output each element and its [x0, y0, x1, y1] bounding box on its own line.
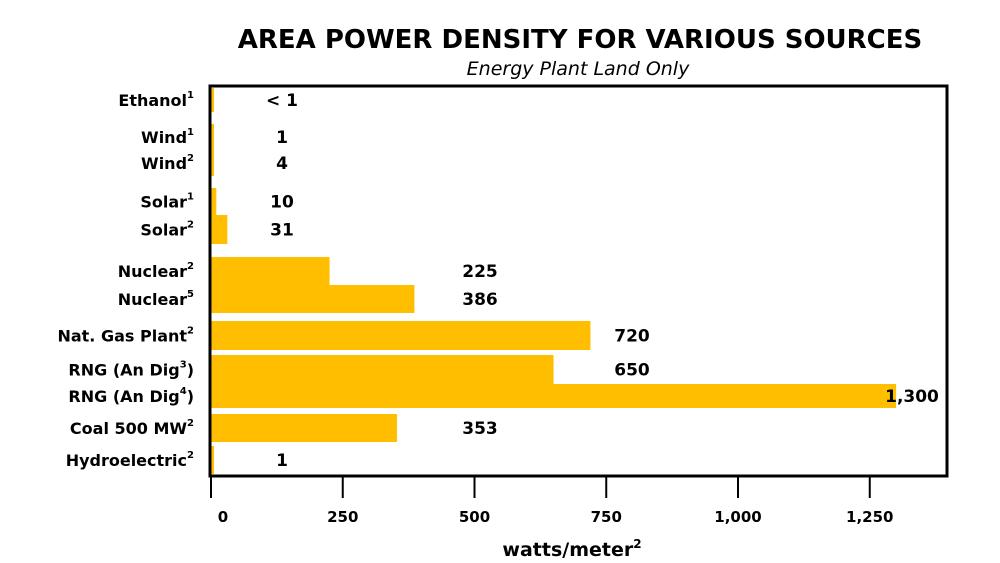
category-labels: Ethanol1 Wind1 Wind2 Solar1 Solar2 Nuclear2 Nu…	[57, 90, 194, 470]
category-label: Nuclear5	[118, 289, 194, 309]
category-label: Coal 500 MW2	[70, 418, 194, 438]
category-label: RNG (An Dig3)	[68, 360, 194, 380]
bar	[211, 88, 214, 112]
category-label: RNG (An Dig4)	[68, 386, 194, 406]
x-tick-label: 1,250	[846, 508, 893, 526]
category-label: Solar1	[140, 192, 194, 212]
bar	[211, 150, 214, 176]
x-tick-label: 1,000	[714, 508, 761, 526]
category-label: Wind1	[141, 127, 194, 147]
category-label: Hydroelectric2	[66, 450, 194, 470]
category-label: Nuclear2	[118, 261, 194, 281]
value-label: < 1	[266, 91, 298, 111]
x-axis-title: watts/meter2	[502, 537, 641, 561]
chart-subtitle: Energy Plant Land Only	[467, 58, 690, 80]
value-label: 1	[276, 128, 288, 148]
x-tick-label: 500	[459, 508, 490, 526]
value-label: 1,300	[885, 387, 939, 407]
value-label: 10	[270, 193, 294, 213]
chart-title: AREA POWER DENSITY FOR VARIOUS SOURCES	[238, 25, 923, 55]
value-label: 1	[276, 451, 288, 471]
x-tick-label: 0	[218, 508, 228, 526]
value-label: 31	[270, 221, 294, 241]
bar	[211, 124, 214, 150]
bar	[211, 257, 330, 285]
category-label: Nat. Gas Plant2	[57, 326, 194, 346]
bar	[211, 355, 554, 384]
category-label: Ethanol1	[118, 90, 194, 110]
x-axis: 0 250 500 750 1,000 1,250	[210, 474, 947, 526]
value-labels: < 1 1 4 10 31 225 386 720 650 1,300 353 1	[266, 91, 939, 471]
bar	[211, 188, 217, 215]
category-label: Solar2	[140, 220, 194, 240]
x-tick-label: 250	[327, 508, 358, 526]
value-label: 225	[462, 262, 498, 282]
bars-group	[211, 88, 897, 474]
x-tick-label: 750	[591, 508, 622, 526]
bar	[211, 414, 398, 442]
value-label: 386	[462, 290, 498, 310]
value-label: 353	[462, 419, 498, 439]
value-label: 4	[276, 154, 288, 174]
bar	[211, 384, 897, 408]
bar	[211, 446, 214, 474]
value-label: 650	[614, 361, 650, 381]
value-label: 720	[614, 327, 650, 347]
category-label: Wind2	[141, 153, 194, 173]
bar	[211, 321, 591, 350]
bar	[211, 215, 228, 244]
bar	[211, 285, 415, 313]
